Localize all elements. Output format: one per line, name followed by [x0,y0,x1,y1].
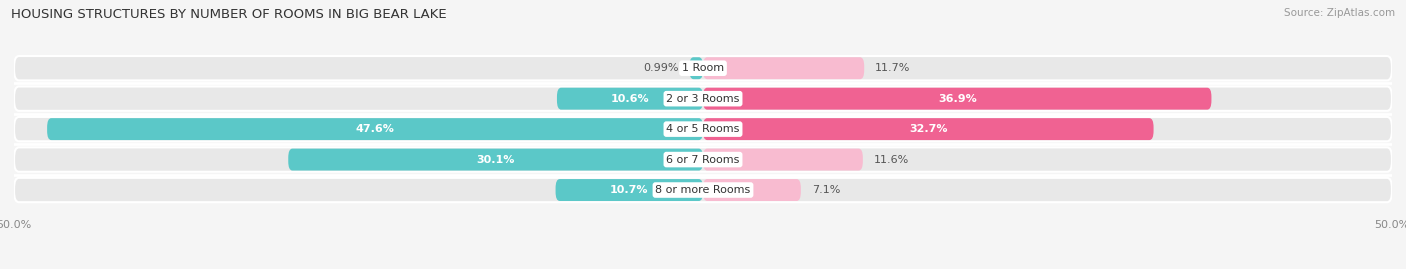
Text: 7.1%: 7.1% [811,185,841,195]
FancyBboxPatch shape [555,179,703,201]
FancyBboxPatch shape [14,178,1392,202]
Text: 47.6%: 47.6% [356,124,395,134]
FancyBboxPatch shape [703,88,1212,110]
Text: 36.9%: 36.9% [938,94,977,104]
FancyBboxPatch shape [689,57,703,79]
FancyBboxPatch shape [14,56,1392,80]
Text: 10.6%: 10.6% [610,94,650,104]
Text: 30.1%: 30.1% [477,155,515,165]
FancyBboxPatch shape [48,118,703,140]
FancyBboxPatch shape [703,148,863,171]
Text: 6 or 7 Rooms: 6 or 7 Rooms [666,155,740,165]
Text: 2 or 3 Rooms: 2 or 3 Rooms [666,94,740,104]
FancyBboxPatch shape [557,88,703,110]
Text: 0.99%: 0.99% [643,63,678,73]
Text: 10.7%: 10.7% [610,185,648,195]
FancyBboxPatch shape [703,179,801,201]
Text: 4 or 5 Rooms: 4 or 5 Rooms [666,124,740,134]
FancyBboxPatch shape [703,118,1153,140]
Text: HOUSING STRUCTURES BY NUMBER OF ROOMS IN BIG BEAR LAKE: HOUSING STRUCTURES BY NUMBER OF ROOMS IN… [11,8,447,21]
Text: 11.7%: 11.7% [875,63,911,73]
FancyBboxPatch shape [703,57,865,79]
Text: 8 or more Rooms: 8 or more Rooms [655,185,751,195]
Text: Source: ZipAtlas.com: Source: ZipAtlas.com [1284,8,1395,18]
Text: 1 Room: 1 Room [682,63,724,73]
FancyBboxPatch shape [14,117,1392,141]
Text: 11.6%: 11.6% [875,155,910,165]
FancyBboxPatch shape [14,87,1392,111]
Text: 32.7%: 32.7% [910,124,948,134]
FancyBboxPatch shape [14,147,1392,172]
FancyBboxPatch shape [288,148,703,171]
Legend: Owner-occupied, Renter-occupied: Owner-occupied, Renter-occupied [581,266,825,269]
